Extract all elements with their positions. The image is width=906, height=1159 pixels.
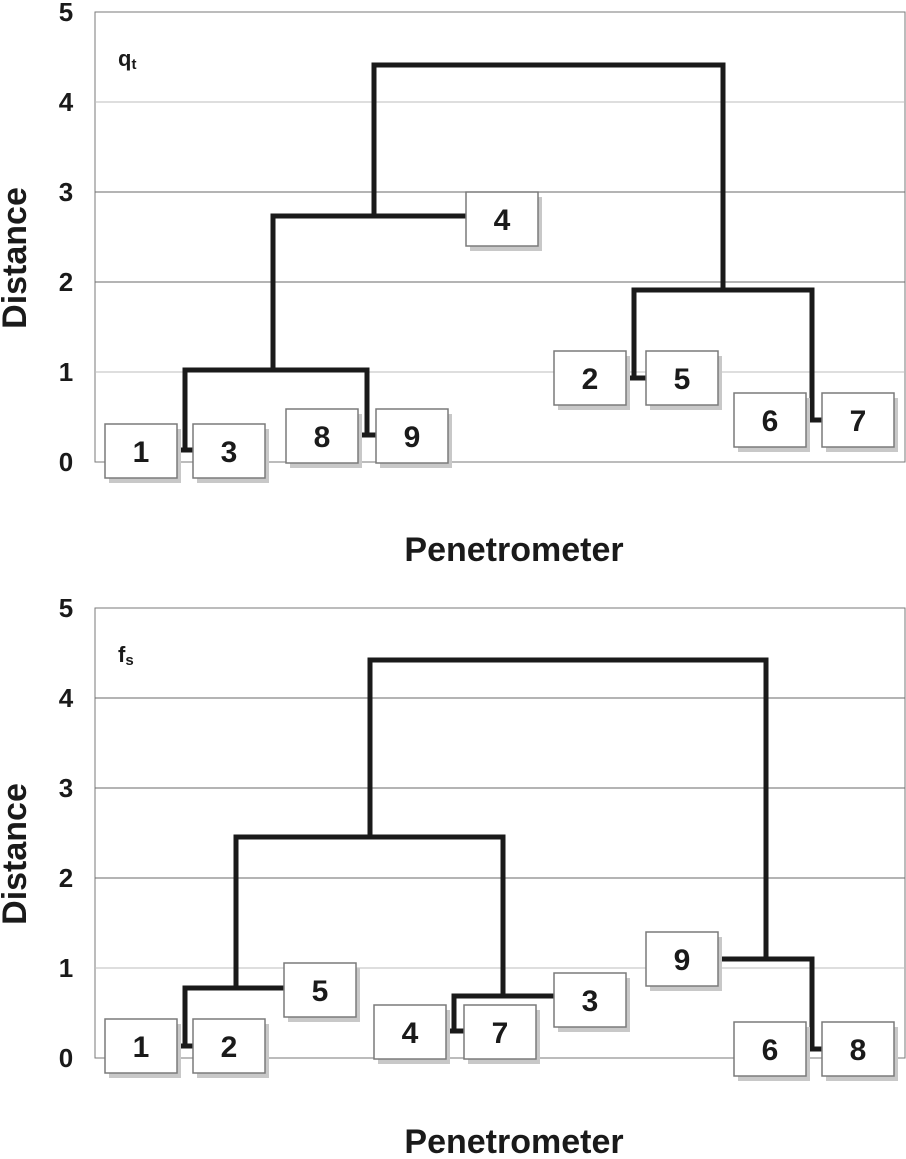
leaf-4: 4 [465,191,542,251]
svg-text:5: 5 [312,975,329,1008]
leaf-6: 6 [733,392,810,452]
leaf-labels: 1 3 8 9 4 [104,191,898,483]
panel-label-main: q [118,46,131,71]
panel-label-main: f [118,642,126,667]
svg-text:6: 6 [762,405,779,438]
panel-label: qt [118,46,136,73]
y-axis-title: Distance [0,783,34,925]
svg-text:4: 4 [494,204,511,237]
y-tick-label-1: 1 [59,357,73,387]
leaf-2: 2 [192,1018,269,1078]
leaf-9: 9 [375,408,452,468]
svg-text:1: 1 [133,1031,150,1064]
y-axis-title: Distance [0,187,34,329]
x-axis-title: Penetrometer [404,531,623,569]
svg-text:8: 8 [850,1034,867,1067]
x-axis-title: Penetrometer [404,1123,623,1159]
leaf-9: 9 [645,931,722,991]
branch-68-9 [718,956,815,1049]
leaf-labels: 1 2 5 4 7 [104,931,898,1081]
branch-47-3 [451,993,554,1031]
leaf-4: 4 [373,1004,450,1064]
y-tick-label-5: 5 [59,0,73,27]
gridlines [95,697,905,969]
branch-13-89 [182,367,370,450]
leaf-2: 2 [553,350,630,410]
branch-root [367,657,769,959]
leaf-3: 3 [192,423,269,483]
y-tick-labels: 0 1 2 3 4 5 [59,0,74,477]
branches [177,62,822,453]
y-tick-label-4: 4 [59,87,74,117]
y-tick-label-1: 1 [59,953,73,983]
y-tick-label-5: 5 [59,593,73,623]
svg-text:9: 9 [404,421,421,454]
panel-label: fs [118,642,134,669]
svg-text:3: 3 [582,985,599,1018]
svg-text:4: 4 [402,1017,419,1050]
y-tick-label-3: 3 [59,177,73,207]
branches [177,657,822,1052]
svg-text:1: 1 [133,436,150,469]
panel-label-sub: t [131,56,136,73]
y-tick-labels: 0 1 2 3 4 5 [59,593,74,1073]
leaf-7: 7 [821,392,898,452]
dendrogram-qt: 0 1 2 3 4 5 Distance Penetrometer qt [0,0,906,569]
branch-1389-4 [270,213,466,370]
leaf-1: 1 [104,1018,181,1078]
y-tick-label-3: 3 [59,773,73,803]
svg-text:8: 8 [314,421,331,454]
leaf-5: 5 [283,962,360,1022]
svg-text:3: 3 [221,436,238,469]
svg-text:2: 2 [582,363,599,396]
svg-text:2: 2 [221,1031,238,1064]
leaf-7: 7 [463,1004,540,1064]
y-tick-label-0: 0 [59,447,73,477]
leaf-3: 3 [553,972,630,1032]
plot-area [94,607,906,1059]
branch-root [371,62,726,290]
dendrogram-fs: 0 1 2 3 4 5 Distance Penetrometer fs [0,593,906,1159]
y-tick-label-0: 0 [59,1043,73,1073]
svg-text:5: 5 [674,363,691,396]
svg-text:6: 6 [762,1034,779,1067]
panel-label-sub: s [125,652,133,669]
svg-text:7: 7 [850,405,867,438]
leaf-8: 8 [821,1021,898,1081]
y-tick-label-4: 4 [59,683,74,713]
y-tick-label-2: 2 [59,863,73,893]
svg-text:9: 9 [674,944,691,977]
leaf-6: 6 [733,1021,810,1081]
leaf-8: 8 [285,408,362,468]
y-tick-label-2: 2 [59,267,73,297]
branch-12-5 [182,985,284,1046]
leaf-1: 1 [104,423,181,483]
svg-text:7: 7 [492,1017,509,1050]
leaf-5: 5 [645,350,722,410]
